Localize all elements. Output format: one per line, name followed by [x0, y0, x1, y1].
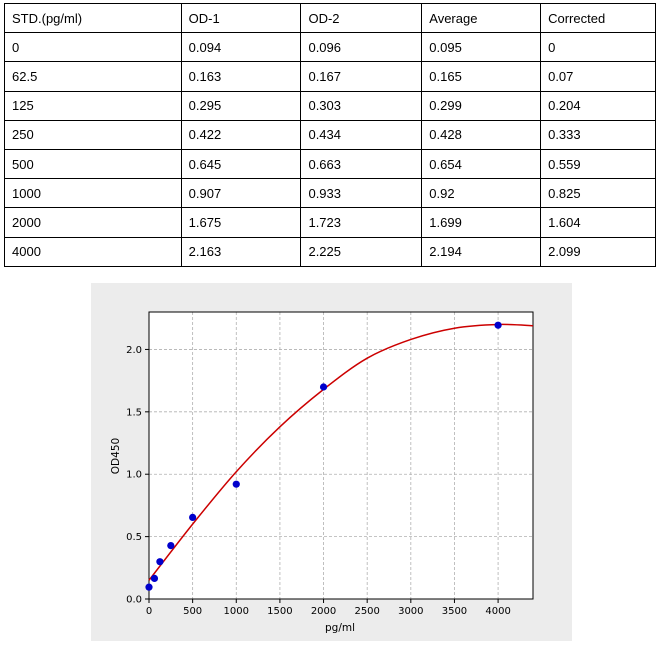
table-cell: 0.422 — [180, 119, 302, 150]
x-tick-label: 1000 — [224, 606, 249, 617]
standard-curve-table: STD.(pg/ml) OD-1 OD-2 Average Corrected 0 0.09… — [4, 2, 656, 267]
plot-background — [149, 312, 533, 599]
table-cell: 2000 — [4, 207, 182, 238]
table-cell: 0.096 — [300, 32, 423, 63]
table-cell: 2.099 — [540, 236, 656, 267]
table-row: 500 0.645 0.663 0.654 0.559 — [4, 148, 656, 180]
table-cell: 0.095 — [421, 32, 542, 63]
y-tick-label: 1.5 — [126, 407, 142, 418]
x-tick-label: 3000 — [398, 606, 423, 617]
fit-curve — [148, 323, 534, 581]
table-cell: 2.163 — [180, 236, 302, 267]
table-cell: 0 — [540, 32, 656, 63]
x-tick-label: 1500 — [267, 606, 292, 617]
data-point — [232, 480, 240, 488]
x-tick-label: 0 — [146, 606, 152, 617]
table-cell: 62.5 — [4, 61, 182, 92]
table-cell: 0.825 — [540, 178, 656, 209]
grid-lines — [148, 312, 533, 600]
chart-panel: 0 500 1000 1500 2000 2500 3000 3500 4000 0.0 0.5 1.… — [91, 283, 572, 641]
data-point — [150, 574, 159, 583]
table-cell: 0.163 — [180, 61, 302, 92]
table-cell: 1.699 — [421, 207, 542, 238]
table-cell: 0.92 — [421, 178, 542, 209]
table-cell: 0.07 — [540, 61, 656, 92]
table-cell: 1.675 — [180, 207, 302, 238]
data-point — [494, 321, 502, 329]
table-cell: 0.167 — [300, 61, 423, 92]
y-tick-label: 0.0 — [126, 595, 142, 606]
table-cell: 2.194 — [421, 236, 542, 267]
table-cell: 0.559 — [540, 148, 656, 180]
plot-frame — [148, 311, 534, 600]
data-point — [167, 541, 175, 550]
table-cell: 0.333 — [540, 119, 656, 150]
column-header: STD.(pg/ml) — [4, 2, 182, 34]
table-cell: 2.225 — [300, 236, 423, 267]
column-header: Corrected — [540, 2, 656, 34]
standard-curve-chart: 0 500 1000 1500 2000 2500 3000 3500 4000 0.0 0.5 1.… — [110, 311, 534, 634]
table-row: 0 0.094 0.096 0.095 0 — [4, 32, 656, 63]
table-cell: 125 — [4, 90, 182, 121]
table-header-row: STD.(pg/ml) OD-1 OD-2 Average Corrected — [4, 2, 656, 34]
x-axis-label: pg/ml — [325, 622, 355, 634]
table-cell: 500 — [4, 148, 182, 180]
table-cell: 0.165 — [421, 61, 542, 92]
column-header: Average — [421, 2, 542, 34]
x-tick-label: 3500 — [442, 606, 467, 617]
y-tick-label: 1.0 — [126, 470, 142, 481]
table-cell: 0.204 — [540, 90, 656, 121]
table-cell: 0.434 — [300, 119, 423, 150]
y-tick-label: 2.0 — [126, 345, 142, 356]
table-row: 125 0.295 0.303 0.299 0.204 — [4, 90, 656, 121]
y-tick-label: 0.5 — [126, 532, 142, 543]
table-row: 4000 2.163 2.225 2.194 2.099 — [4, 236, 656, 267]
table-cell: 0.663 — [300, 148, 423, 180]
table-row: 62.5 0.163 0.167 0.165 0.07 — [4, 61, 656, 92]
data-point — [319, 383, 328, 391]
data-point — [189, 513, 197, 521]
table-cell: 0.933 — [300, 178, 423, 209]
table-cell: 0.645 — [180, 148, 302, 180]
table-cell: 0.907 — [180, 178, 302, 209]
column-header: OD-2 — [300, 2, 423, 34]
data-point — [156, 558, 164, 566]
table-cell: 4000 — [4, 236, 182, 267]
x-tick-label: 2500 — [354, 606, 379, 617]
table-cell: 250 — [4, 119, 182, 150]
column-header: OD-1 — [180, 2, 302, 34]
data-points — [145, 321, 502, 591]
table-cell: 0.428 — [421, 119, 542, 150]
x-tick-label: 4000 — [485, 606, 510, 617]
table-row: 1000 0.907 0.933 0.92 0.825 — [4, 178, 656, 209]
y-axis-label: OD450 — [110, 438, 122, 474]
table-cell: 1000 — [4, 178, 182, 209]
axis-ticks: 0 500 1000 1500 2000 2500 3000 3500 4000 0.0 0.5 1.… — [126, 345, 511, 617]
table-row: 250 0.422 0.434 0.428 0.333 — [4, 119, 656, 150]
x-tick-label: 500 — [183, 606, 202, 617]
table-cell: 0.299 — [421, 90, 542, 121]
table-row: 2000 1.675 1.723 1.699 1.604 — [4, 207, 656, 238]
table-cell: 1.604 — [540, 207, 656, 238]
table-cell: 0.303 — [300, 90, 423, 121]
data-point — [145, 583, 153, 591]
table-cell: 0.654 — [421, 148, 542, 180]
table-cell: 0.094 — [180, 32, 302, 63]
x-tick-label: 2000 — [311, 606, 336, 617]
table-cell: 0 — [4, 32, 182, 63]
table-cell: 0.295 — [180, 90, 302, 121]
table-cell: 1.723 — [300, 207, 423, 238]
